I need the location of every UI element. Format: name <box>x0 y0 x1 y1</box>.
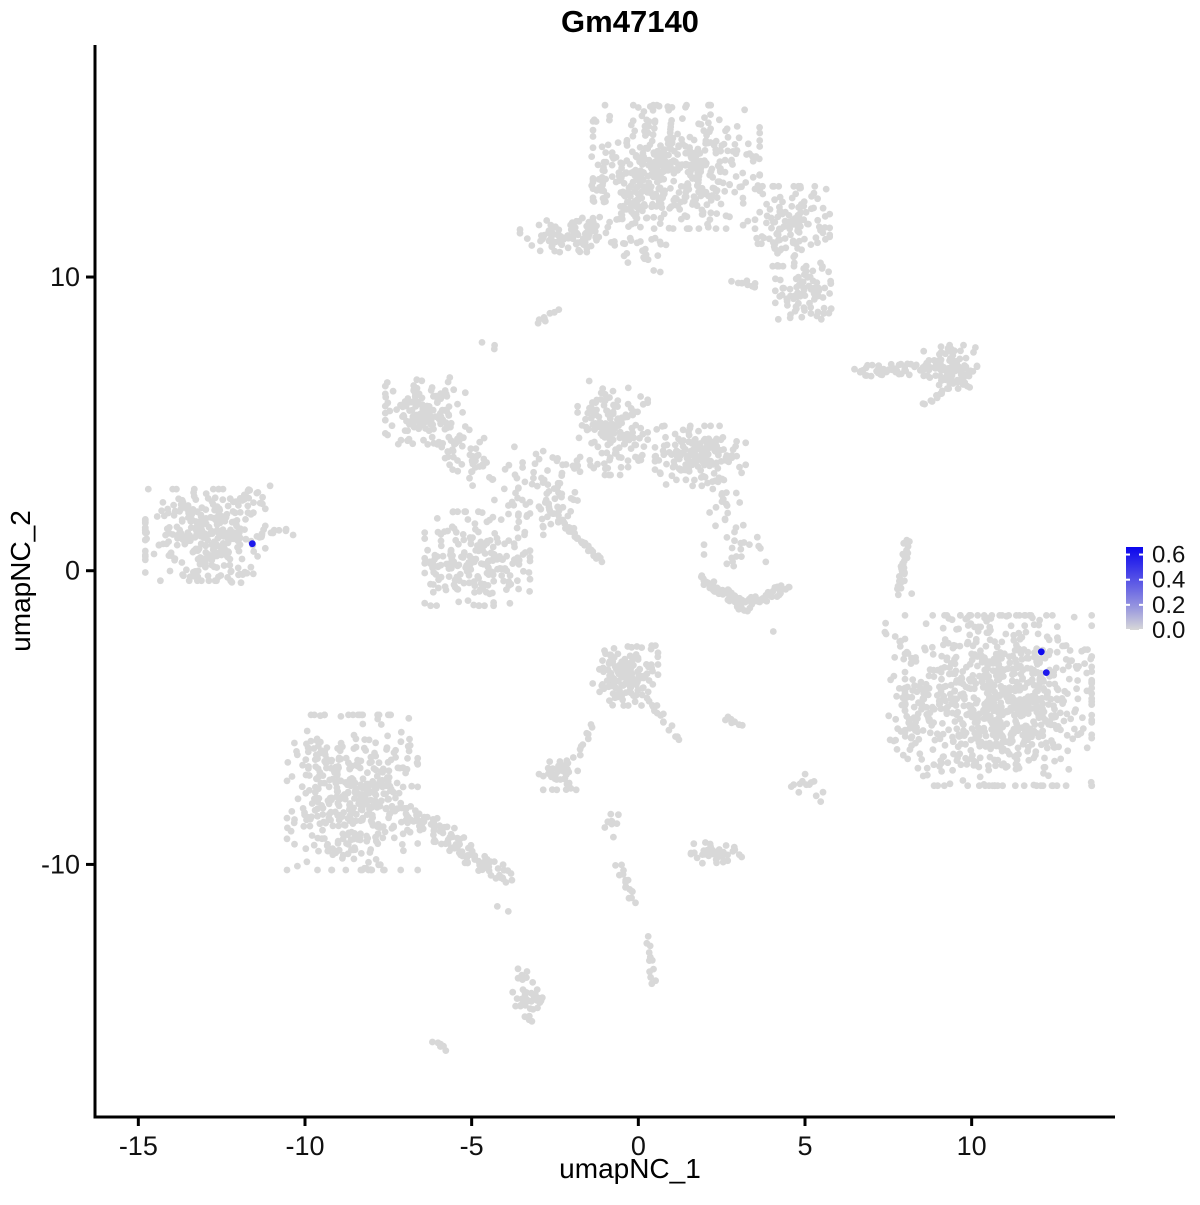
colorbar-legend: 0.60.40.20.0 <box>1126 542 1185 644</box>
x-axis-title: umapNC_1 <box>559 1153 701 1184</box>
highlighted-points-layer <box>248 540 1050 676</box>
svg-text:0: 0 <box>65 556 80 586</box>
svg-text:-10: -10 <box>41 849 80 879</box>
colorbar-tick-labels: 0.60.40.20.0 <box>1126 542 1185 644</box>
svg-text:10: 10 <box>50 262 80 292</box>
colorbar-gradient <box>1126 547 1143 630</box>
y-axis-title: umapNC_2 <box>5 510 36 652</box>
y-axis-ticks: -10 0 10 <box>41 262 95 879</box>
svg-text:10: 10 <box>957 1131 987 1161</box>
svg-text:5: 5 <box>797 1131 812 1161</box>
svg-text:0.2: 0.2 <box>1152 592 1185 619</box>
svg-text:0.0: 0.0 <box>1152 617 1185 644</box>
svg-text:0.4: 0.4 <box>1152 567 1185 594</box>
svg-text:-10: -10 <box>285 1131 324 1161</box>
x-axis-ticks: -15 -10 -5 0 5 10 <box>119 1117 987 1161</box>
svg-text:-5: -5 <box>460 1131 484 1161</box>
points-layer <box>141 101 1096 1054</box>
axis-lines <box>93 45 1115 1119</box>
plot-title: Gm47140 <box>561 4 699 39</box>
svg-text:0: 0 <box>631 1131 646 1161</box>
svg-text:0.6: 0.6 <box>1152 542 1185 569</box>
svg-text:-15: -15 <box>119 1131 158 1161</box>
